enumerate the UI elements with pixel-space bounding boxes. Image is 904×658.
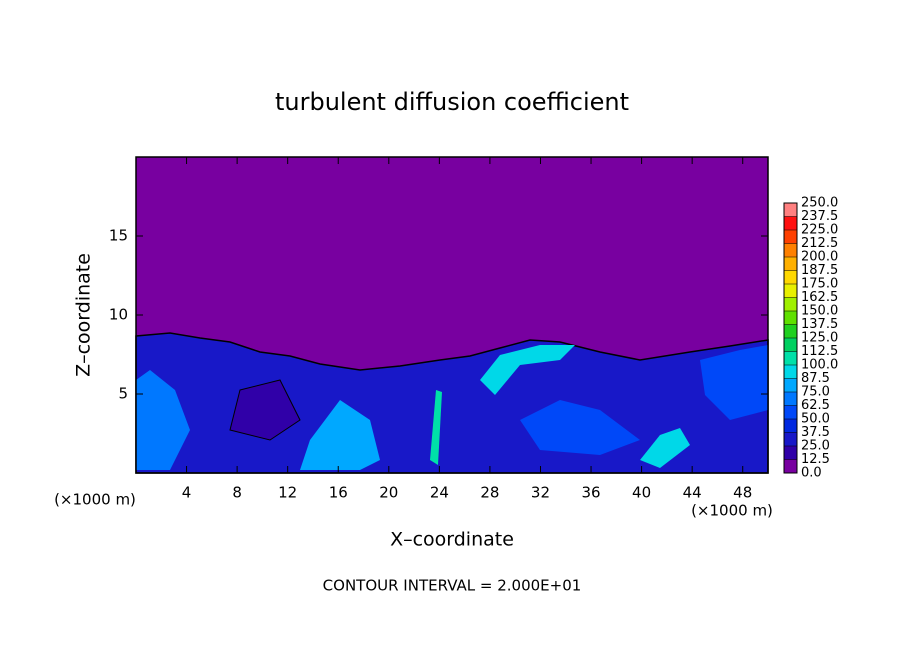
colorbar-segment (784, 459, 797, 473)
colorbar-segment (784, 311, 797, 325)
colorbar-segment (784, 378, 797, 392)
colorbar-label: 212.5 (801, 236, 838, 251)
colorbar-label: 75.0 (801, 385, 830, 400)
colorbar-segment (784, 203, 797, 217)
colorbar-label: 187.5 (801, 263, 838, 278)
colorbar-segment (784, 270, 797, 284)
colorbar-label: 12.5 (801, 452, 830, 467)
field-patch (480, 345, 575, 395)
colorbar-segment (784, 392, 797, 406)
x-tick-label: 24 (430, 484, 449, 502)
colorbar-label: 37.5 (801, 425, 830, 440)
y-axis-label: Z–coordinate (73, 253, 95, 377)
colorbar-label: 125.0 (801, 331, 838, 346)
field-patch (136, 370, 190, 470)
colorbar-segment (784, 351, 797, 365)
x-tick-label: 8 (232, 484, 242, 502)
colorbar-segment (784, 405, 797, 419)
x-tick-label: 36 (581, 484, 600, 502)
colorbar-label: 112.5 (801, 344, 838, 359)
x-tick-label: 40 (632, 484, 651, 502)
colorbar-segment (784, 243, 797, 257)
colorbar-segment (784, 324, 797, 338)
y-tick-label: 5 (118, 385, 128, 403)
colorbar-frame (783, 202, 798, 474)
x-tick-label: 32 (531, 484, 550, 502)
field-patch (430, 390, 442, 465)
x-tick-label: 48 (733, 484, 752, 502)
colorbar-segment (784, 216, 797, 230)
colorbar-label: 225.0 (801, 223, 838, 238)
colorbar-segment (784, 432, 797, 446)
colorbar-label: 0.0 (801, 466, 822, 481)
chart-title: turbulent diffusion coefficient (275, 88, 629, 116)
colorbar-segment (784, 284, 797, 298)
x-unit-label: (×1000 m) (691, 502, 773, 520)
colorbar-label: 150.0 (801, 304, 838, 319)
colorbar-label: 50.0 (801, 412, 830, 427)
colorbar-segment (784, 338, 797, 352)
colorbar-segment (784, 257, 797, 271)
field-patch (520, 400, 640, 455)
colorbar-label: 25.0 (801, 439, 830, 454)
colorbar-label: 87.5 (801, 371, 830, 386)
colorbar-segment (784, 365, 797, 379)
colorbar-label: 100.0 (801, 358, 838, 373)
colorbar-label: 62.5 (801, 398, 830, 413)
x-tick-label: 4 (182, 484, 192, 502)
y-unit-label: (×1000 m) (54, 491, 136, 509)
colorbar-label: 175.0 (801, 277, 838, 292)
colorbar-segment (784, 230, 797, 244)
colorbar-label: 162.5 (801, 290, 838, 305)
colorbar-label: 200.0 (801, 250, 838, 265)
colorbar-segment (784, 297, 797, 311)
x-tick-label: 12 (278, 484, 297, 502)
footnote: CONTOUR INTERVAL = 2.000E+01 (323, 577, 582, 595)
x-tick-label: 28 (480, 484, 499, 502)
colorbar-label: 250.0 (801, 196, 838, 211)
colorbar-segment (784, 446, 797, 460)
x-tick-label: 44 (683, 484, 702, 502)
y-tick-label: 15 (109, 227, 128, 245)
field (135, 157, 769, 474)
field-patch (300, 400, 380, 470)
colorbar-label: 137.5 (801, 317, 838, 332)
field-patch (640, 428, 690, 468)
x-tick-label: 16 (329, 484, 348, 502)
y-tick-label: 10 (109, 306, 128, 324)
x-axis-label: X–coordinate (390, 529, 514, 551)
field-patch (700, 345, 768, 420)
x-tick-label: 20 (379, 484, 398, 502)
colorbar-label: 237.5 (801, 209, 838, 224)
field-patch (229, 379, 301, 441)
plot-frame (135, 156, 769, 474)
colorbar-segment (784, 419, 797, 433)
